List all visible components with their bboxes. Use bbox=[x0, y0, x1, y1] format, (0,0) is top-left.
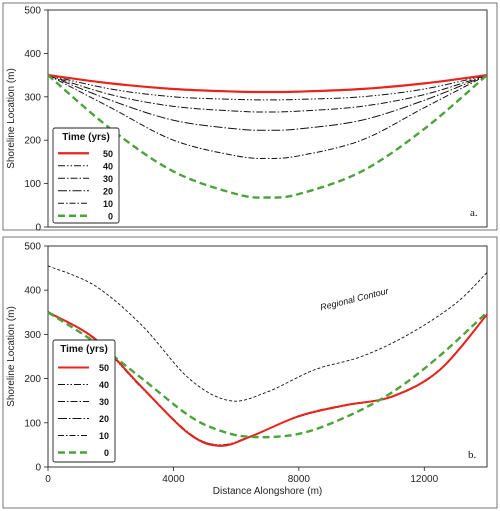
series-line-40 bbox=[47, 74, 488, 101]
y-axis-label: Shoreline Location (m) bbox=[6, 306, 17, 407]
legend-title: Time (yrs) bbox=[60, 344, 108, 355]
legend-box bbox=[52, 127, 120, 224]
x-tick-label: 0 bbox=[45, 474, 51, 485]
series-line-regional-contour bbox=[47, 265, 488, 402]
y-tick-label: 200 bbox=[24, 136, 41, 147]
panel-label: b. bbox=[468, 449, 477, 461]
panel-a-frame bbox=[2, 2, 498, 231]
legend-label: 50 bbox=[99, 363, 109, 373]
legend-label: 30 bbox=[103, 174, 113, 184]
y-tick-label: 400 bbox=[24, 49, 41, 60]
series-line-10 bbox=[47, 74, 488, 159]
y-tick-label: 300 bbox=[24, 330, 41, 341]
y-tick-label: 0 bbox=[35, 463, 41, 474]
legend-label: 50 bbox=[103, 149, 113, 159]
legend-title: Time (yrs) bbox=[62, 132, 110, 143]
x-tick-label: 12000 bbox=[410, 474, 438, 485]
y-tick-label: 0 bbox=[35, 223, 41, 234]
x-tick-label: 8000 bbox=[288, 474, 311, 485]
legend-label: 0 bbox=[104, 448, 109, 458]
legend-label: 20 bbox=[99, 414, 109, 424]
series-line-30 bbox=[47, 74, 488, 113]
legend-label: 40 bbox=[103, 161, 113, 171]
y-tick-label: 500 bbox=[24, 242, 41, 253]
legend-label: 20 bbox=[103, 186, 113, 196]
legend-label: 10 bbox=[99, 431, 109, 441]
panel-b-frame bbox=[2, 236, 498, 509]
legend-label: 0 bbox=[108, 211, 113, 221]
series-line-0 bbox=[47, 74, 488, 199]
x-tick-label: 4000 bbox=[162, 474, 185, 485]
legend-label: 40 bbox=[99, 380, 109, 390]
series-line-20 bbox=[47, 74, 488, 131]
y-tick-label: 100 bbox=[24, 418, 41, 429]
y-tick-label: 100 bbox=[24, 179, 41, 190]
y-tick-label: 500 bbox=[24, 6, 41, 17]
plot-area bbox=[47, 9, 488, 228]
legend-label: 30 bbox=[99, 397, 109, 407]
panel-label: a. bbox=[470, 207, 478, 219]
y-tick-label: 300 bbox=[24, 92, 41, 103]
y-tick-label: 400 bbox=[24, 286, 41, 297]
series-line-0 bbox=[47, 311, 488, 439]
x-axis-label: Distance Alongshore (m) bbox=[213, 486, 323, 497]
series-line-50 bbox=[47, 74, 488, 94]
y-tick-label: 200 bbox=[24, 374, 41, 385]
legend-label: 10 bbox=[103, 199, 113, 209]
y-axis-label: Shoreline Location (m) bbox=[6, 68, 17, 169]
